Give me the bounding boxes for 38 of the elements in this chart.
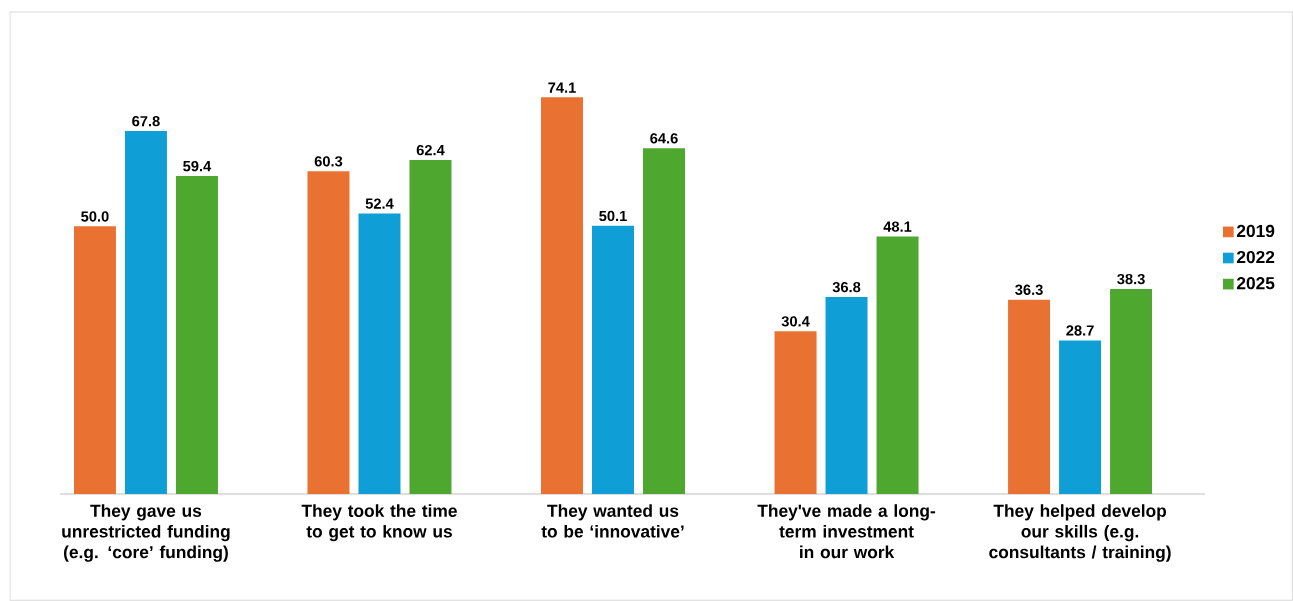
data-label: 28.7 (1066, 325, 1094, 336)
data-label: 50.1 (599, 210, 627, 222)
legend-label: 2022 (1236, 250, 1275, 264)
bar (876, 236, 919, 494)
bar (124, 131, 167, 494)
data-label: 36.3 (1015, 284, 1043, 295)
data-label: 62.4 (416, 144, 445, 156)
legend-label: 2019 (1236, 224, 1275, 238)
bar (541, 97, 583, 494)
data-label: 38.3 (1117, 273, 1145, 285)
bar (1110, 288, 1153, 494)
data-label: 36.8 (832, 281, 861, 293)
x-tick-label: They've made a long-term investment in our work (757, 504, 936, 559)
bar (358, 213, 401, 494)
bar (409, 159, 452, 494)
data-label: 64.6 (650, 133, 678, 144)
bar (175, 176, 218, 494)
bar (1008, 299, 1051, 494)
bar (307, 171, 350, 494)
bar (774, 331, 817, 494)
x-tick-label: They helped develop our skills (e.g. consultants / training) (989, 504, 1171, 562)
data-label: 30.4 (781, 316, 810, 327)
data-label: 74.1 (548, 82, 576, 93)
data-label: 50.0 (81, 211, 109, 222)
bar (825, 297, 868, 494)
bar (1059, 340, 1102, 494)
bar (592, 225, 635, 494)
data-label: 59.4 (183, 160, 212, 172)
bar (643, 148, 686, 494)
bar (73, 226, 116, 494)
x-tick-label: They gave us unrestricted funding (e.g. ‘core’ funding) (62, 504, 230, 562)
x-tick-label: They took the time to get to know us (301, 504, 457, 542)
legend-label: 2025 (1236, 277, 1275, 290)
data-label: 60.3 (314, 156, 343, 167)
data-label: 48.1 (883, 221, 912, 232)
data-label: 67.8 (132, 116, 160, 127)
x-tick-label: They wanted us to be ‘innovative’ (541, 504, 684, 538)
data-label: 52.4 (365, 198, 394, 209)
